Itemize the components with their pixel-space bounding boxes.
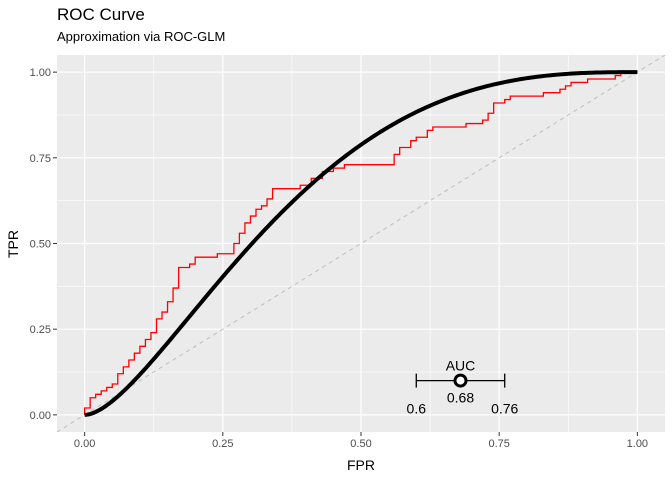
empirical-roc-line bbox=[83, 71, 638, 415]
x-tick-label: 1.00 bbox=[627, 438, 648, 450]
auc-upper-label: 0.76 bbox=[491, 401, 518, 417]
x-tick-label: 0.50 bbox=[350, 438, 371, 450]
auc-value-label: 0.68 bbox=[447, 390, 474, 406]
y-axis: 0.00 0.25 0.50 0.75 1.00 bbox=[30, 67, 57, 422]
chart-title: ROC Curve bbox=[57, 5, 145, 24]
auc-indicator: AUC 0.68 0.6 0.76 bbox=[407, 358, 519, 417]
x-tick-label: 0.75 bbox=[488, 438, 509, 450]
y-tick-label: 0.25 bbox=[30, 324, 51, 336]
x-tick-label: 0.25 bbox=[212, 438, 233, 450]
x-tick-label: 0.00 bbox=[74, 438, 95, 450]
auc-lower-label: 0.6 bbox=[407, 401, 427, 417]
y-axis-title: TPR bbox=[5, 230, 21, 258]
y-tick-label: 1.00 bbox=[30, 67, 51, 79]
auc-label: AUC bbox=[446, 358, 476, 374]
x-axis-title: FPR bbox=[347, 457, 375, 473]
y-tick-label: 0.75 bbox=[30, 153, 51, 165]
chart-subtitle: Approximation via ROC-GLM bbox=[57, 29, 225, 44]
roc-glm-curve bbox=[84, 70, 638, 417]
x-axis: 0.00 0.25 0.50 0.75 1.00 bbox=[74, 432, 648, 450]
y-tick-label: 0.50 bbox=[30, 239, 51, 251]
auc-point bbox=[453, 373, 468, 388]
y-tick-label: 0.00 bbox=[30, 410, 51, 422]
major-gridlines bbox=[57, 55, 665, 432]
